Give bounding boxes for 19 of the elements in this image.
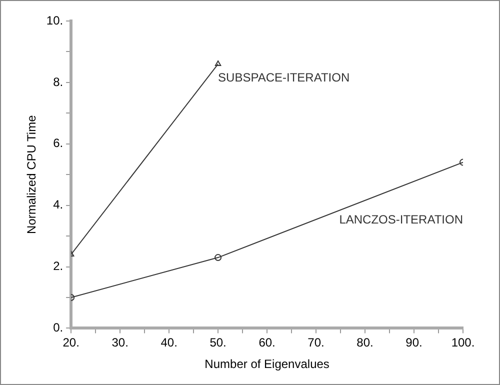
x-tick-label: 20. (62, 336, 80, 350)
x-tick-label: 70. (308, 336, 324, 350)
x-tick-label: 30. (112, 336, 128, 350)
x-tick-label: 50. (210, 336, 226, 350)
x-axis-title: Number of Eigenvalues (204, 357, 330, 372)
y-tick-label: 10. (46, 13, 64, 28)
y-tick-label: 8. (53, 74, 64, 89)
y-axis-title: Normalized CPU Time (24, 114, 39, 234)
y-tick-label: 6. (53, 136, 64, 150)
series-label: SUBSPACE-ITERATION (218, 70, 350, 84)
x-tick-label: 60. (258, 336, 276, 350)
y-tick-label: 2. (53, 259, 64, 274)
x-tick-label: 40. (160, 336, 178, 350)
x-tick-label: 80. (356, 336, 374, 350)
x-tick-label: 100. (451, 336, 475, 350)
x-tick-label: 90. (406, 336, 422, 350)
y-tick-label: 0. (53, 320, 64, 335)
series-label: LANCZOS-ITERATION (339, 212, 464, 227)
y-tick-label: 4. (53, 198, 64, 212)
